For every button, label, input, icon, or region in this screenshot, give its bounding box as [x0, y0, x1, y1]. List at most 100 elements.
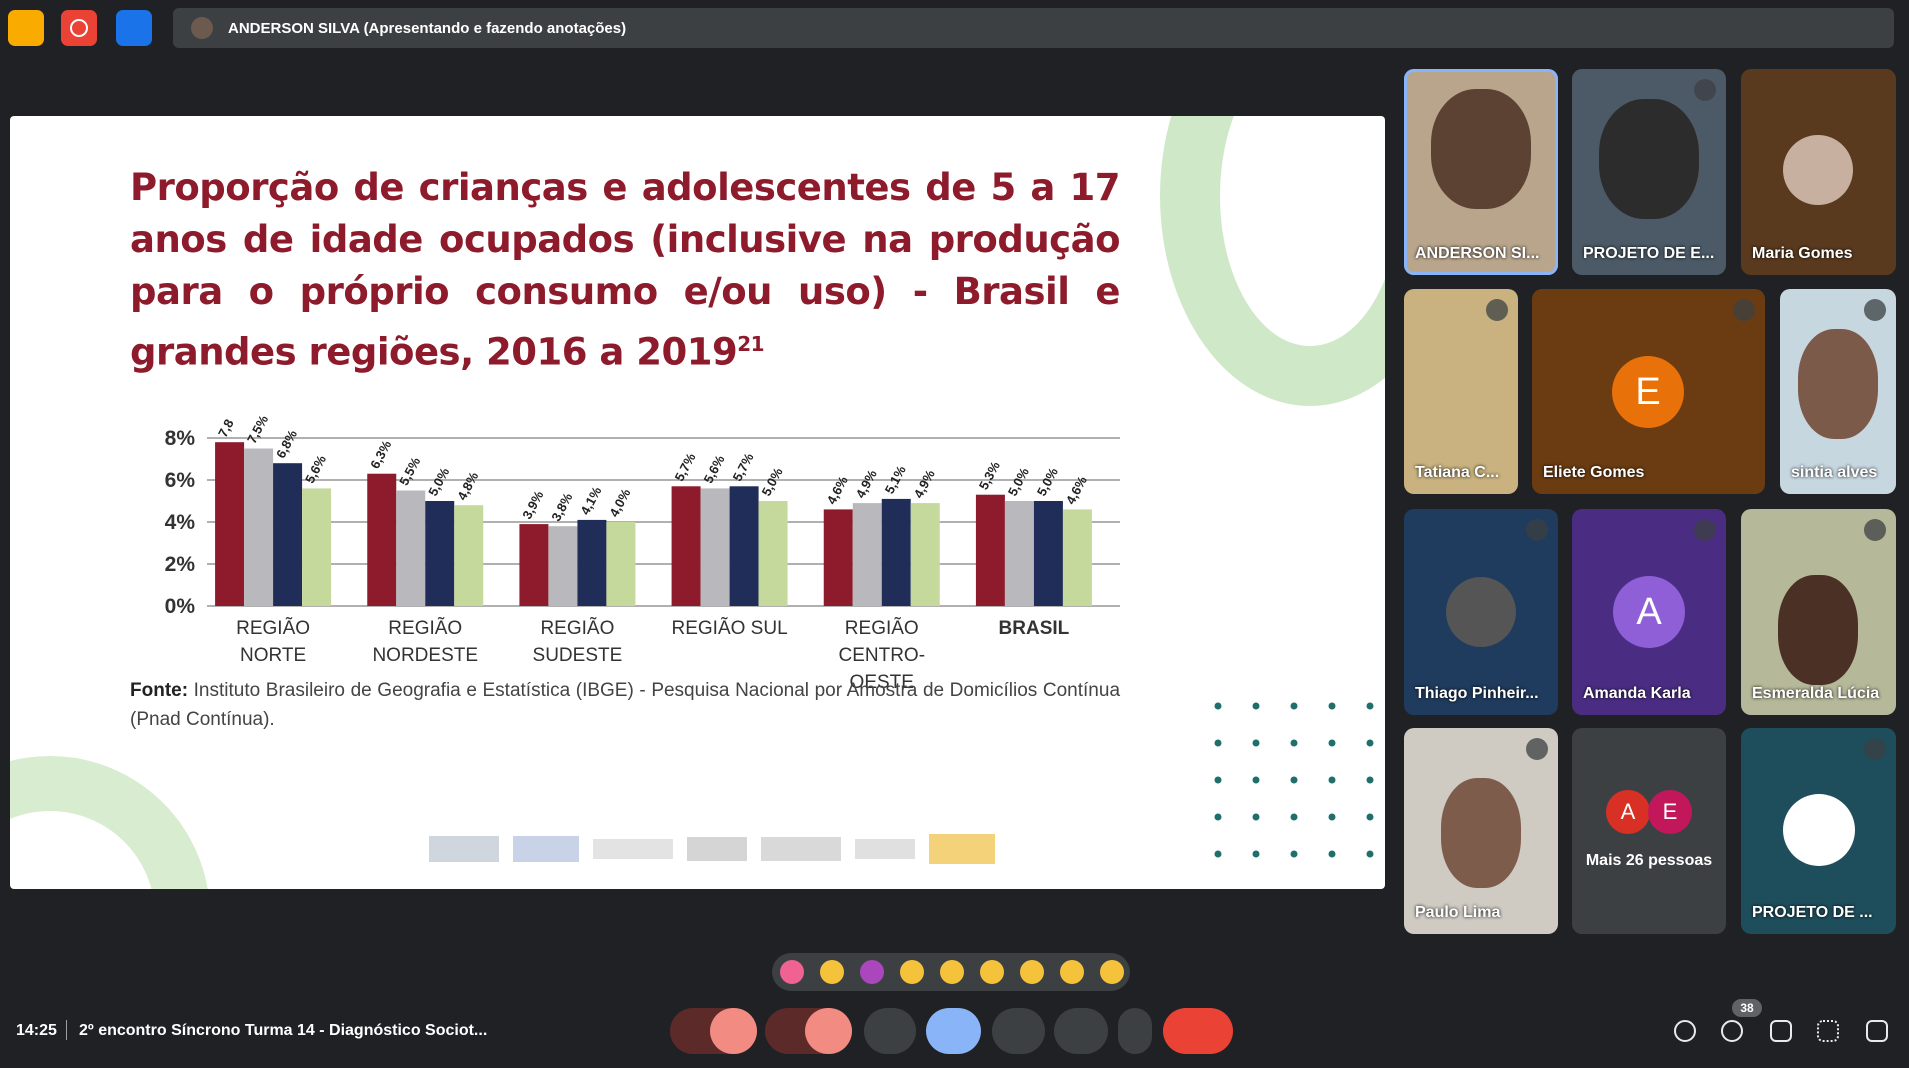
logo [855, 839, 915, 859]
participant-tile[interactable]: A Amanda Karla [1572, 509, 1726, 715]
y-tick-label: 2% [165, 553, 196, 576]
reaction[interactable] [1020, 960, 1044, 984]
y-tick-label: 0% [165, 595, 196, 615]
x-tick-label: BRASIL [998, 618, 1070, 639]
value-label: 5,0% [758, 465, 785, 499]
value-label: 5,7% [671, 450, 698, 484]
more-people-label: Mais 26 pessoas [1585, 852, 1713, 869]
more-options-button[interactable] [1118, 1008, 1152, 1054]
value-label: 5,0% [425, 465, 452, 499]
host-controls-icon[interactable] [1866, 1020, 1888, 1042]
raise-hand-button[interactable] [1054, 1008, 1108, 1054]
reaction[interactable] [940, 960, 964, 984]
record-icon[interactable] [61, 10, 97, 46]
presenter-label: ANDERSON SILVA (Apresentando e fazendo a… [228, 20, 627, 37]
logo [429, 836, 499, 862]
participant-tile[interactable]: Thiago Pinheir... [1404, 509, 1558, 715]
people-icon[interactable] [1721, 1020, 1743, 1042]
slide: Proporção de crianças e adolescentes de … [10, 116, 1385, 889]
value-label: 7,5% [244, 412, 271, 446]
reaction[interactable] [860, 960, 884, 984]
participant-tile[interactable]: PROJETO DE ... [1741, 728, 1896, 934]
captions-off-icon[interactable] [8, 10, 44, 46]
bar [1004, 501, 1034, 606]
chat-icon[interactable] [1770, 1020, 1792, 1042]
more-people-tile[interactable]: A E Mais 26 pessoas [1572, 728, 1726, 934]
category-labels: REGIÃO NORTE REGIÃO NORDESTE REGIÃO SUDEST… [130, 615, 1130, 693]
captions-button[interactable] [992, 1008, 1045, 1054]
participant-tile[interactable]: Tatiana C... [1404, 289, 1518, 494]
reaction[interactable] [820, 960, 844, 984]
participant-tile[interactable]: sintia alves [1780, 289, 1896, 494]
participant-tile[interactable]: Maria Gomes [1741, 69, 1896, 275]
x-tick-label: REGIÃO NORDESTE [372, 618, 479, 666]
bar [425, 501, 455, 606]
present-button[interactable] [864, 1008, 916, 1054]
slide-title-text: Proporção de crianças e adolescentes de … [130, 166, 1121, 374]
people-count: 38 [1732, 999, 1762, 1017]
bar [519, 524, 549, 606]
reaction[interactable] [1060, 960, 1084, 984]
participant-tile[interactable]: E Eliete Gomes [1532, 289, 1765, 494]
bar [396, 490, 426, 606]
source-note: Fonte: Instituto Brasileiro de Geografia… [130, 676, 1120, 734]
value-label: 5,0% [1005, 465, 1032, 499]
activities-icon[interactable] [1817, 1020, 1839, 1042]
avatar: E [1612, 356, 1684, 428]
participant-tile[interactable]: Paulo Lima [1404, 728, 1558, 934]
value-label: 7,8 [215, 417, 237, 440]
bar [1033, 501, 1063, 606]
dot-grid [1214, 702, 1374, 858]
mic-button[interactable] [670, 1008, 757, 1054]
logo [761, 837, 841, 861]
value-label: 3,9% [519, 488, 546, 522]
bar [975, 494, 1005, 606]
participant-tile[interactable]: Esmeralda Lúcia [1741, 509, 1896, 715]
participant-tile[interactable]: ANDERSON SI... [1404, 69, 1558, 275]
value-label: 5,7% [729, 450, 756, 484]
participant-tile[interactable]: PROJETO DE E... [1572, 69, 1726, 275]
bar [823, 509, 853, 606]
presenter-bar: ANDERSON SILVA (Apresentando e fazendo a… [173, 8, 1894, 48]
slide-decoration [10, 756, 210, 889]
reaction[interactable] [780, 960, 804, 984]
value-label: 4,6% [824, 473, 851, 507]
reaction[interactable] [980, 960, 1004, 984]
bar [729, 486, 759, 606]
logos [429, 834, 1006, 864]
chart: 0%2%4%6%8% 7,8 7,5% 6,8%5,6% 6,3%5,5% 5,0% 4,8… [165, 412, 1120, 615]
bar [367, 473, 397, 606]
x-tick-label: REGIÃO NORTE [236, 618, 311, 666]
leave-call-button[interactable] [1163, 1008, 1233, 1054]
bar [758, 501, 788, 606]
slide-decoration [1160, 116, 1385, 406]
participant-name: Thiago Pinheir... [1415, 685, 1539, 702]
participant-name: PROJETO DE E... [1583, 245, 1715, 262]
slide-title: Proporção de crianças e adolescentes de … [130, 162, 1121, 378]
y-tick-label: 6% [165, 469, 196, 492]
reaction[interactable] [900, 960, 924, 984]
value-label: 6,3% [367, 438, 394, 472]
camera-button[interactable] [765, 1008, 852, 1054]
bar [273, 463, 303, 606]
info-icon[interactable] [1674, 1020, 1696, 1042]
value-label: 4,8% [454, 469, 481, 503]
source-text: Instituto Brasileiro de Geografia e Esta… [130, 680, 1121, 730]
bar [215, 442, 245, 606]
value-label: 5,3% [976, 459, 1003, 493]
value-label: 5,5% [396, 454, 423, 488]
reaction[interactable] [1100, 960, 1124, 984]
bar [881, 498, 911, 606]
bar [548, 526, 578, 606]
value-label: 6,8% [273, 427, 300, 461]
x-tick-label: REGIÃO CENTRO-OESTE [838, 618, 926, 693]
participant-name: Esmeralda Lúcia [1752, 685, 1880, 702]
value-label: 4,1% [577, 484, 604, 518]
y-tick-label: 4% [165, 511, 196, 534]
notes-icon[interactable] [116, 10, 152, 46]
logo [513, 836, 579, 862]
participant-name: sintia alves [1791, 464, 1878, 481]
emoji-button[interactable] [926, 1008, 981, 1054]
y-tick-label: 8% [165, 427, 196, 450]
avatar: A [1606, 790, 1650, 834]
